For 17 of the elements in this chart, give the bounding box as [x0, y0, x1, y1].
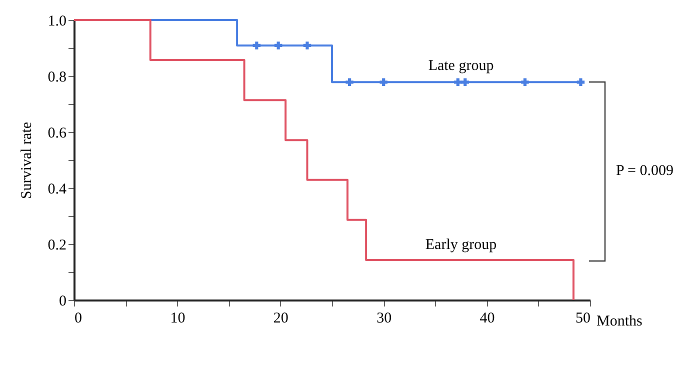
text: P = 0.009: [616, 163, 674, 179]
annotation: Late group: [428, 58, 494, 74]
x-tick-label: 30: [376, 310, 392, 326]
annotation: Early group: [425, 237, 497, 254]
y-tick-label: 0.8: [48, 70, 66, 86]
x-tick-label: 0: [74, 310, 82, 326]
y-tick-label: 0.4: [48, 182, 67, 198]
x-tick-label: 50: [576, 310, 590, 326]
x-tick-label: 10: [170, 310, 186, 326]
x-tick-label: 20: [273, 310, 288, 326]
y-tick-label: 0.6: [48, 126, 67, 142]
x-axis-title: Months: [596, 314, 643, 330]
y-tick-label: 0.2: [48, 238, 66, 254]
y-tick-label: 0: [59, 294, 66, 310]
x-tick-label: 40: [480, 310, 495, 326]
y-axis-title: Survival rate: [18, 122, 35, 200]
y-tick-label: 1.0: [48, 14, 66, 30]
